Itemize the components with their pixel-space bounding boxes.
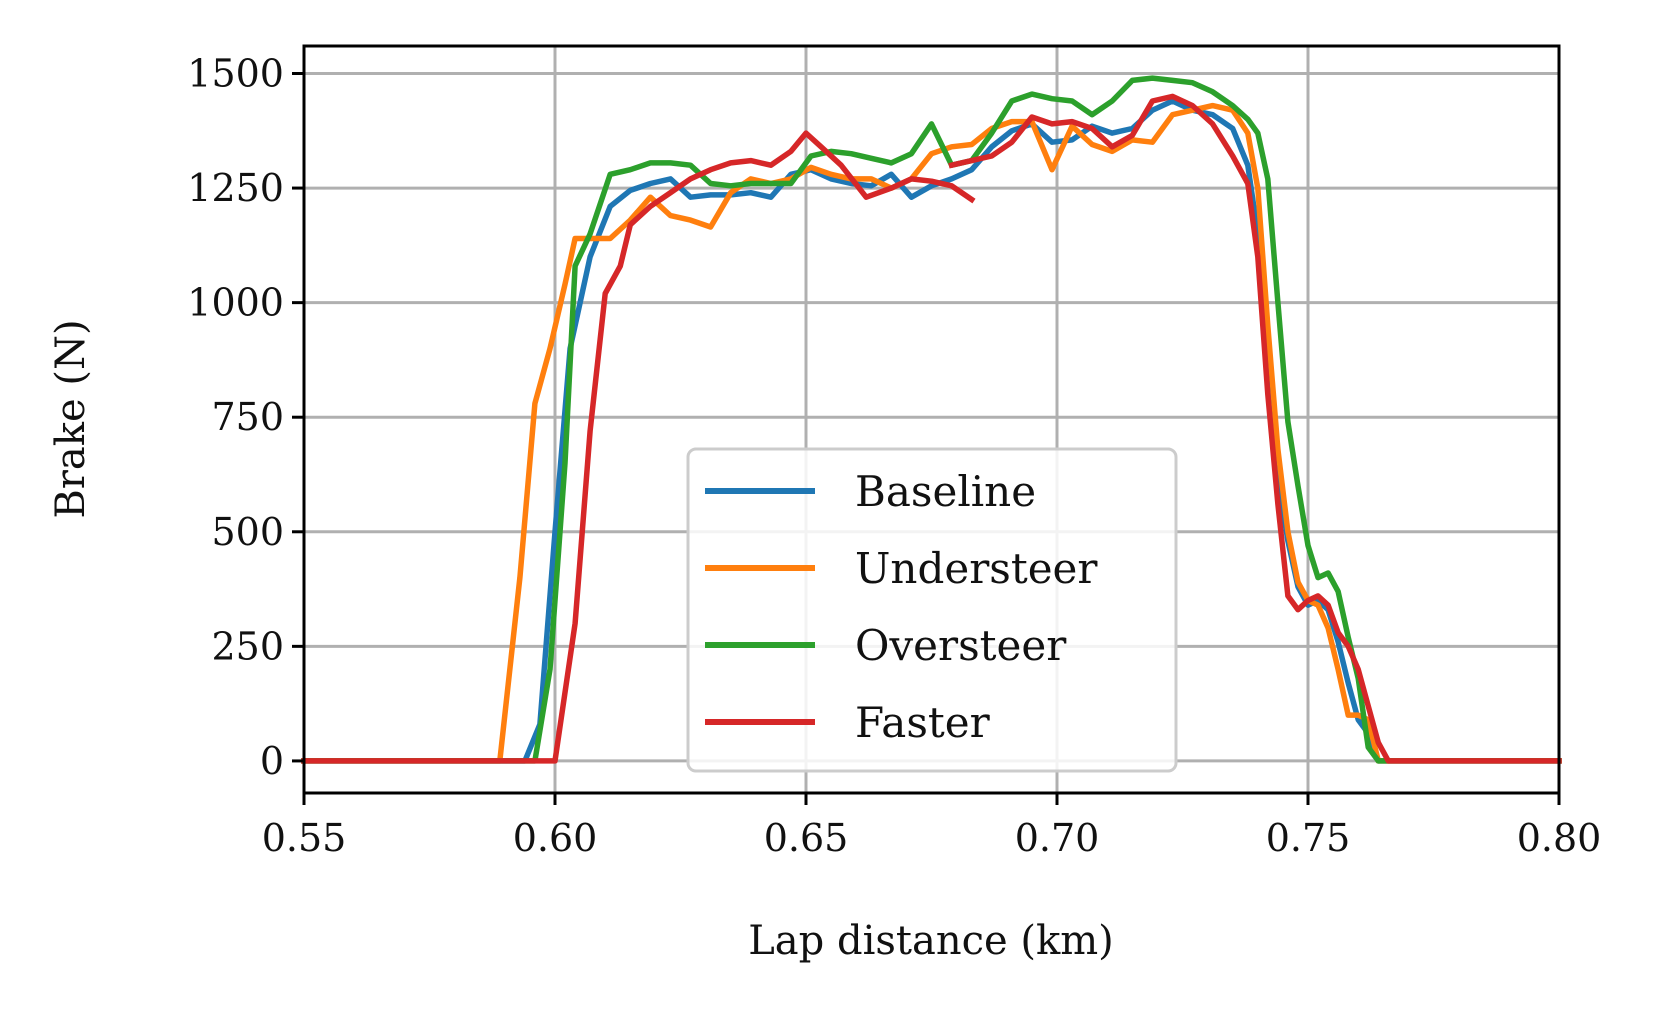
legend: Baseline Understeer Oversteer Faster <box>686 447 1178 773</box>
axis-ticks: 0.55 0.60 0.65 0.70 0.75 0.80 0 250 500 750 1000 12… <box>187 51 1601 860</box>
y-tick-label: 1000 <box>187 281 284 325</box>
x-tick-label: 0.55 <box>262 816 347 860</box>
legend-label-baseline: Baseline <box>855 467 1036 516</box>
legend-label-understeer: Understeer <box>855 544 1098 593</box>
legend-frame <box>686 447 1178 773</box>
x-axis-label: Lap distance (km) <box>748 918 1114 964</box>
y-tick-label: 500 <box>211 510 284 554</box>
legend-label-oversteer: Oversteer <box>855 621 1067 670</box>
y-tick-label: 750 <box>211 395 284 439</box>
y-tick-label: 0 <box>260 739 284 783</box>
series-line-faster-cont <box>948 93 1562 764</box>
x-tick-label: 0.65 <box>764 816 849 860</box>
series-line-oversteer <box>301 75 1562 764</box>
x-tick-label: 0.75 <box>1266 816 1351 860</box>
plot-frame <box>302 44 1561 795</box>
x-tick-label: 0.70 <box>1015 816 1100 860</box>
y-tick-label: 1500 <box>187 51 284 95</box>
y-tick-label: 250 <box>211 624 284 668</box>
x-tick-label: 0.60 <box>513 816 598 860</box>
x-tick-label: 0.80 <box>1517 816 1602 860</box>
legend-label-faster: Faster <box>855 698 991 747</box>
y-tick-label: 1250 <box>187 166 284 210</box>
series-line-faster <box>301 130 976 764</box>
series-lines <box>301 75 1562 764</box>
y-axis-label: Brake (N) <box>48 319 94 518</box>
